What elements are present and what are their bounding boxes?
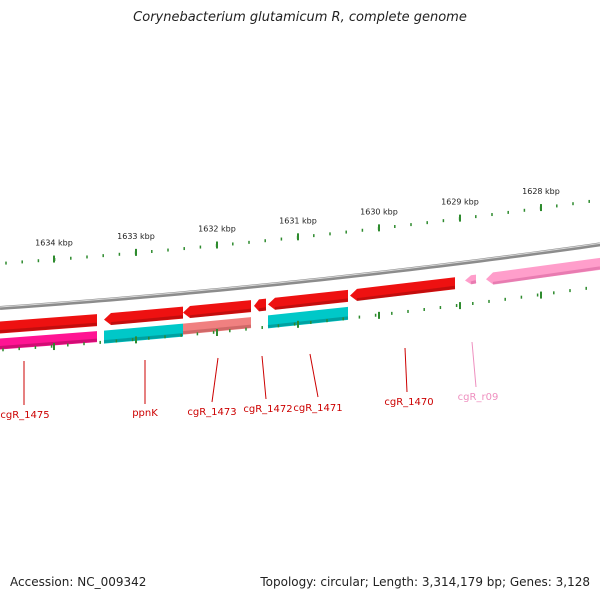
gene-arrow-cgR_1475 xyxy=(0,314,97,334)
tick-label: 1634 kbp xyxy=(35,239,73,248)
gene-arrow-cgR_1470 xyxy=(350,277,455,301)
gene-arrow-ppnK xyxy=(104,306,183,325)
leader-cgR_r09 xyxy=(471,341,477,388)
tick-label: 1629 kbp xyxy=(441,198,479,207)
gene-arrow-shade xyxy=(0,338,98,349)
backbone-track xyxy=(0,242,600,310)
outer-tick-track xyxy=(5,199,590,265)
gene-arrow-cgR_1472 xyxy=(254,298,266,312)
gene-arrow-shade xyxy=(258,307,267,312)
gene-arrow-shade xyxy=(470,280,477,285)
cog-box-1 xyxy=(0,331,97,350)
gene-arrow-shade xyxy=(103,333,184,344)
tick-label: 1632 kbp xyxy=(198,224,236,233)
gene-arrow-cgR_1473 xyxy=(183,300,251,319)
gene-label-cgR_1472[interactable]: cgR_1472 xyxy=(243,404,292,415)
topology-text: Topology: circular; Length: 3,314,179 bp… xyxy=(260,575,590,589)
leader-cgR_1472 xyxy=(261,355,267,400)
gene-label-cgR_r09[interactable]: cgR_r09 xyxy=(458,392,499,403)
gene-label-cgR_1475[interactable]: cgR_1475 xyxy=(0,410,49,421)
leader-cgR_1471 xyxy=(309,353,319,398)
gene-arrow-cgR_r09 xyxy=(465,274,476,285)
leader-cgR_1473 xyxy=(211,357,219,403)
gene-arrow-shade xyxy=(274,298,349,310)
gene-arrow-shade xyxy=(356,285,456,302)
tick-label: 1633 kbp xyxy=(117,232,155,241)
tick-label: 1630 kbp xyxy=(360,207,398,216)
gene-arrow-rna xyxy=(486,257,600,285)
gene-track xyxy=(0,257,600,350)
cog-box-3 xyxy=(183,317,251,335)
map-title: Corynebacterium glutamicum R, complete g… xyxy=(133,10,467,25)
label-leader-group xyxy=(23,341,477,405)
cog-box-2 xyxy=(104,323,183,344)
gene-arrow-shade xyxy=(110,315,184,326)
gene-arrow-cgR_1471 xyxy=(268,289,348,310)
gene-label-cgR_1470[interactable]: cgR_1470 xyxy=(384,397,433,408)
accession-text: Accession: NC_009342 xyxy=(10,575,147,589)
gene-label-group: cgR_1475 ppnK cgR_1473 cgR_1472 cgR_1471 cgR_… xyxy=(0,392,498,421)
gene-arrow-shade xyxy=(492,266,600,285)
backbone-highlight xyxy=(0,242,600,308)
gene-arrow-shade xyxy=(267,316,349,328)
cog-box-4 xyxy=(268,306,348,329)
leader-cgR_1470 xyxy=(404,347,408,393)
tick-label: 1631 kbp xyxy=(279,216,317,225)
gene-label-cgR_1471[interactable]: cgR_1471 xyxy=(293,403,342,414)
gene-label-ppnK[interactable]: ppnK xyxy=(132,408,158,419)
gene-arrow-shade xyxy=(0,322,98,333)
gene-label-cgR_1473[interactable]: cgR_1473 xyxy=(187,407,236,418)
backbone-arc xyxy=(0,242,600,310)
tick-label: 1628 kbp xyxy=(522,187,560,196)
inner-tick-track xyxy=(2,286,587,352)
gene-arrow-shade xyxy=(189,308,252,319)
tick-label-group: 1634 kbp 1633 kbp 1632 kbp 1631 kbp 1630 kbp… xyxy=(35,187,560,247)
